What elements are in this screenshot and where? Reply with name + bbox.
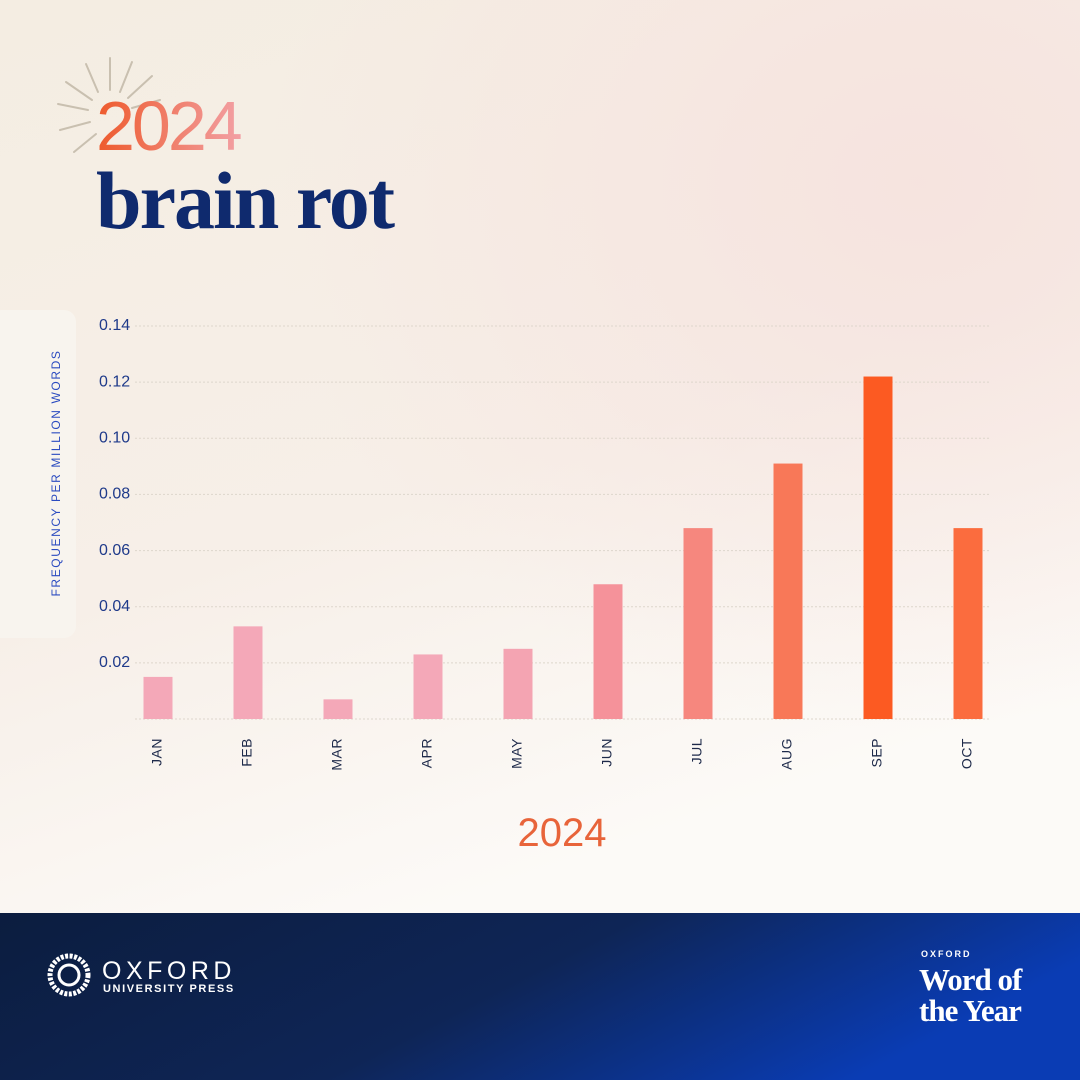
x-tick-label: OCT bbox=[959, 738, 975, 769]
y-tick-label: 0.04 bbox=[99, 598, 130, 615]
y-tick-label: 0.02 bbox=[99, 654, 130, 671]
bar bbox=[323, 699, 353, 719]
footer bbox=[0, 913, 1080, 1080]
brand-line2: the Year bbox=[919, 993, 1022, 1028]
header-word: brain rot bbox=[96, 155, 395, 246]
x-tick-label: MAY bbox=[509, 738, 525, 769]
bar bbox=[773, 463, 803, 719]
bar bbox=[233, 626, 263, 719]
background-glow bbox=[0, 0, 1080, 913]
x-tick-label: APR bbox=[419, 738, 435, 768]
brand-small: OXFORD bbox=[921, 949, 972, 959]
x-tick-label: MAR bbox=[329, 738, 345, 771]
oup-logo bbox=[47, 953, 91, 997]
y-tick-label: 0.08 bbox=[99, 486, 130, 503]
publisher: OXFORD bbox=[102, 957, 236, 985]
bar bbox=[593, 584, 623, 719]
x-tick-label: JUL bbox=[689, 738, 705, 764]
x-tick-label: AUG bbox=[779, 738, 795, 770]
bar bbox=[683, 528, 713, 719]
y-tick-label: 0.14 bbox=[99, 317, 130, 334]
burst bbox=[57, 57, 161, 153]
bar bbox=[413, 654, 443, 719]
x-tick-label: JUN bbox=[599, 738, 615, 767]
y-tick-label: 0.12 bbox=[99, 373, 130, 390]
y-axis-label: FREQUENCY PER MILLION WORDS bbox=[49, 349, 63, 596]
header-year: 2024 bbox=[96, 87, 241, 165]
brand-line1: Word of bbox=[919, 962, 1023, 997]
bar bbox=[503, 648, 533, 719]
x-tick-label: JAN bbox=[149, 738, 165, 766]
y-tick-label: 0.10 bbox=[99, 430, 130, 447]
bar bbox=[953, 528, 983, 719]
x-tick-label: SEP bbox=[869, 738, 885, 768]
bar bbox=[143, 676, 173, 719]
x-tick-label: FEB bbox=[239, 738, 255, 767]
y-tick-label: 0.06 bbox=[99, 542, 130, 559]
bar bbox=[863, 376, 893, 719]
publisher-sub: UNIVERSITY PRESS bbox=[103, 983, 235, 995]
y-label-box bbox=[0, 310, 76, 638]
plot: 0.02 0.04 0.06 0.08 0.10 0.12 0.14 JAN FEB MAR APR… bbox=[99, 317, 990, 771]
x-axis-label: 2024 bbox=[518, 811, 607, 855]
